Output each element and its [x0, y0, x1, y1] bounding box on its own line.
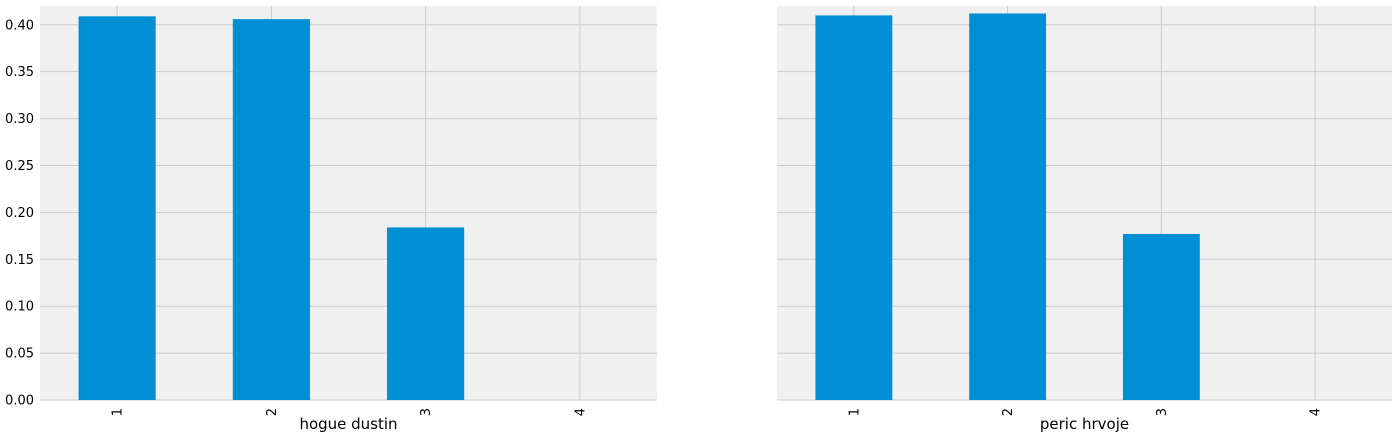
bar-1 [815, 15, 893, 401]
x-tick-label: 2 [1001, 408, 1016, 416]
bar-2 [969, 13, 1047, 401]
y-tick-label: 0.00 [5, 394, 34, 409]
y-tick-label: 0.10 [5, 300, 34, 315]
y-tick-label: 0.40 [5, 18, 34, 33]
x-tick-label: 1 [847, 408, 862, 416]
x-tick-label: 4 [1309, 408, 1324, 416]
bar-3 [387, 227, 465, 400]
x-tick-label: 4 [573, 408, 588, 416]
chart-panel-2: 1 2 3 4 peric hrvoje [777, 6, 1392, 433]
x-tick-label: 1 [111, 408, 126, 416]
bar-2 [232, 19, 310, 401]
bar-3 [1122, 233, 1200, 400]
y-tick-label: 0.05 [5, 347, 34, 362]
x-tick-label: 3 [419, 408, 434, 416]
x-tick-label: 3 [1155, 408, 1170, 416]
y-tick-label: 0.30 [5, 112, 34, 127]
y-tick-label: 0.20 [5, 206, 34, 221]
x-tick-label: 2 [265, 408, 280, 416]
x-axis-label: peric hrvoje [1040, 415, 1129, 433]
y-tick-label: 0.15 [5, 253, 34, 268]
y-tick-label: 0.25 [5, 159, 34, 174]
bar-1 [78, 16, 156, 400]
y-tick-label: 0.35 [5, 65, 34, 80]
x-axis-label: hogue dustin [299, 415, 397, 433]
chart-panel-1: 0.00 0.05 0.10 0.15 0.20 0.25 0.30 0.35 0.40 1 2 3 4… [5, 6, 657, 433]
